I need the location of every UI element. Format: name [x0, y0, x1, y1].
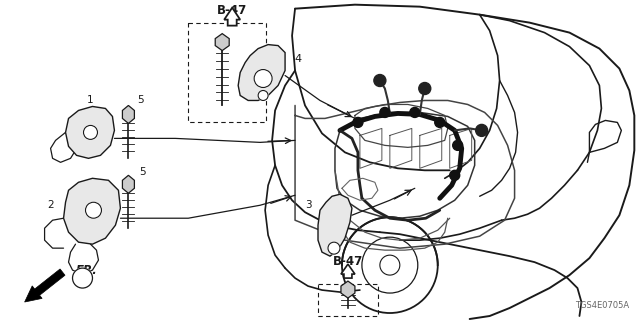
Text: B-47: B-47: [333, 255, 363, 268]
Text: 4: 4: [294, 53, 301, 64]
Bar: [188, 23, 266, 123]
Circle shape: [353, 117, 363, 127]
Text: FR.: FR.: [76, 264, 97, 276]
Circle shape: [258, 91, 268, 100]
Circle shape: [435, 117, 445, 127]
Circle shape: [476, 124, 488, 136]
Circle shape: [328, 242, 340, 254]
Polygon shape: [341, 281, 355, 298]
Text: 3: 3: [305, 200, 311, 210]
Circle shape: [86, 202, 102, 218]
Text: 1: 1: [87, 95, 94, 106]
Circle shape: [72, 268, 93, 288]
Circle shape: [380, 108, 390, 117]
Circle shape: [452, 140, 463, 150]
Circle shape: [450, 170, 460, 180]
FancyArrow shape: [24, 269, 65, 302]
Circle shape: [374, 75, 386, 86]
Polygon shape: [122, 175, 134, 193]
Polygon shape: [318, 194, 352, 256]
FancyArrow shape: [224, 8, 240, 26]
Circle shape: [410, 108, 420, 117]
Polygon shape: [63, 178, 120, 244]
Text: 5: 5: [139, 167, 146, 177]
Text: 2: 2: [47, 200, 54, 210]
Circle shape: [83, 125, 97, 140]
Polygon shape: [238, 44, 285, 100]
Circle shape: [254, 69, 272, 87]
Bar: [318, 284, 378, 316]
Polygon shape: [122, 106, 134, 124]
Text: TGS4E0705A: TGS4E0705A: [575, 301, 629, 310]
Circle shape: [419, 83, 431, 94]
Polygon shape: [215, 34, 229, 51]
Text: B-47: B-47: [217, 4, 247, 17]
Polygon shape: [65, 107, 115, 158]
Text: 5: 5: [137, 95, 144, 106]
FancyArrow shape: [341, 264, 355, 278]
